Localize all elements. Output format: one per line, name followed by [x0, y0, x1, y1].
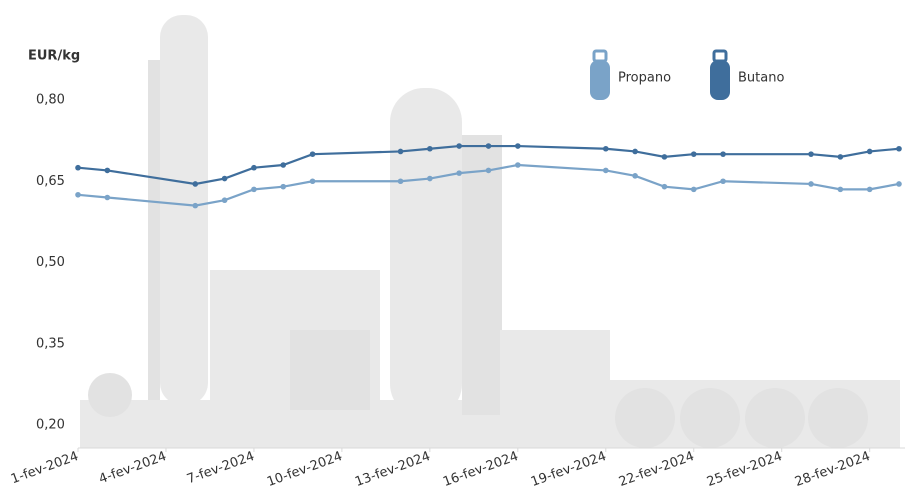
x-tick-label: 7-fev-2024	[185, 449, 257, 487]
data-point	[397, 148, 404, 155]
x-tick-label: 10-fev-2024	[265, 449, 344, 490]
data-point	[866, 186, 873, 193]
x-tick-label: 25-fev-2024	[705, 449, 784, 490]
data-point	[456, 143, 462, 149]
data-point	[221, 175, 228, 182]
y-tick-label: 0,50	[36, 255, 65, 270]
data-point	[720, 151, 726, 157]
data-point	[280, 162, 287, 168]
data-point	[75, 191, 81, 198]
data-point	[251, 186, 257, 193]
x-tick-label: 19-fev-2024	[529, 449, 608, 490]
data-point	[837, 186, 844, 193]
legend-icon	[590, 60, 610, 100]
data-point	[602, 145, 609, 152]
legend-icon-valve	[592, 49, 608, 63]
data-point	[896, 145, 902, 152]
data-point	[808, 151, 814, 157]
data-point	[485, 167, 492, 174]
data-point	[661, 183, 668, 190]
x-tick-label: 22-fev-2024	[617, 449, 696, 490]
legend: Propano Butano	[590, 49, 784, 100]
x-tick-label: 13-fev-2024	[353, 449, 432, 490]
x-tick-label: 16-fev-2024	[441, 449, 520, 490]
legend-label: Butano	[738, 71, 784, 86]
data-point	[221, 197, 228, 204]
data-point	[515, 143, 521, 149]
y-tick-label: 0,35	[36, 336, 65, 351]
x-tick-label: 4-fev-2024	[97, 449, 169, 487]
data-point	[632, 173, 638, 179]
legend-icon-valve	[712, 49, 728, 63]
data-point	[192, 202, 199, 209]
data-point	[690, 186, 697, 193]
data-point	[104, 194, 111, 201]
data-point	[309, 151, 316, 157]
data-point	[690, 151, 697, 157]
data-point	[192, 181, 199, 187]
data-point	[866, 148, 873, 155]
y-axis-title: EUR/kg	[28, 49, 80, 64]
data-point	[280, 183, 287, 190]
data-point	[896, 181, 902, 187]
y-tick-label: 0,20	[36, 418, 65, 433]
data-point	[720, 178, 726, 185]
legend-label: Propano	[618, 71, 671, 86]
data-point	[515, 162, 521, 168]
data-point	[427, 175, 433, 182]
data-point	[251, 164, 257, 171]
legend-icon	[710, 60, 730, 100]
data-point	[456, 170, 462, 176]
data-point	[661, 154, 668, 160]
data-point	[837, 154, 844, 160]
background-illustration	[80, 15, 900, 448]
data-point	[309, 178, 316, 185]
data-point	[427, 145, 433, 152]
data-point	[75, 164, 81, 171]
data-point	[397, 178, 404, 185]
data-point	[632, 148, 638, 155]
data-point	[485, 143, 492, 149]
data-point	[104, 167, 111, 174]
y-tick-label: 0,80	[36, 93, 65, 108]
x-tick-label: 1-fev-2024	[9, 449, 81, 487]
data-point	[602, 167, 609, 174]
y-tick-label: 0,65	[36, 174, 65, 189]
data-point	[808, 181, 814, 187]
x-tick-label: 28-fev-2024	[793, 449, 872, 490]
